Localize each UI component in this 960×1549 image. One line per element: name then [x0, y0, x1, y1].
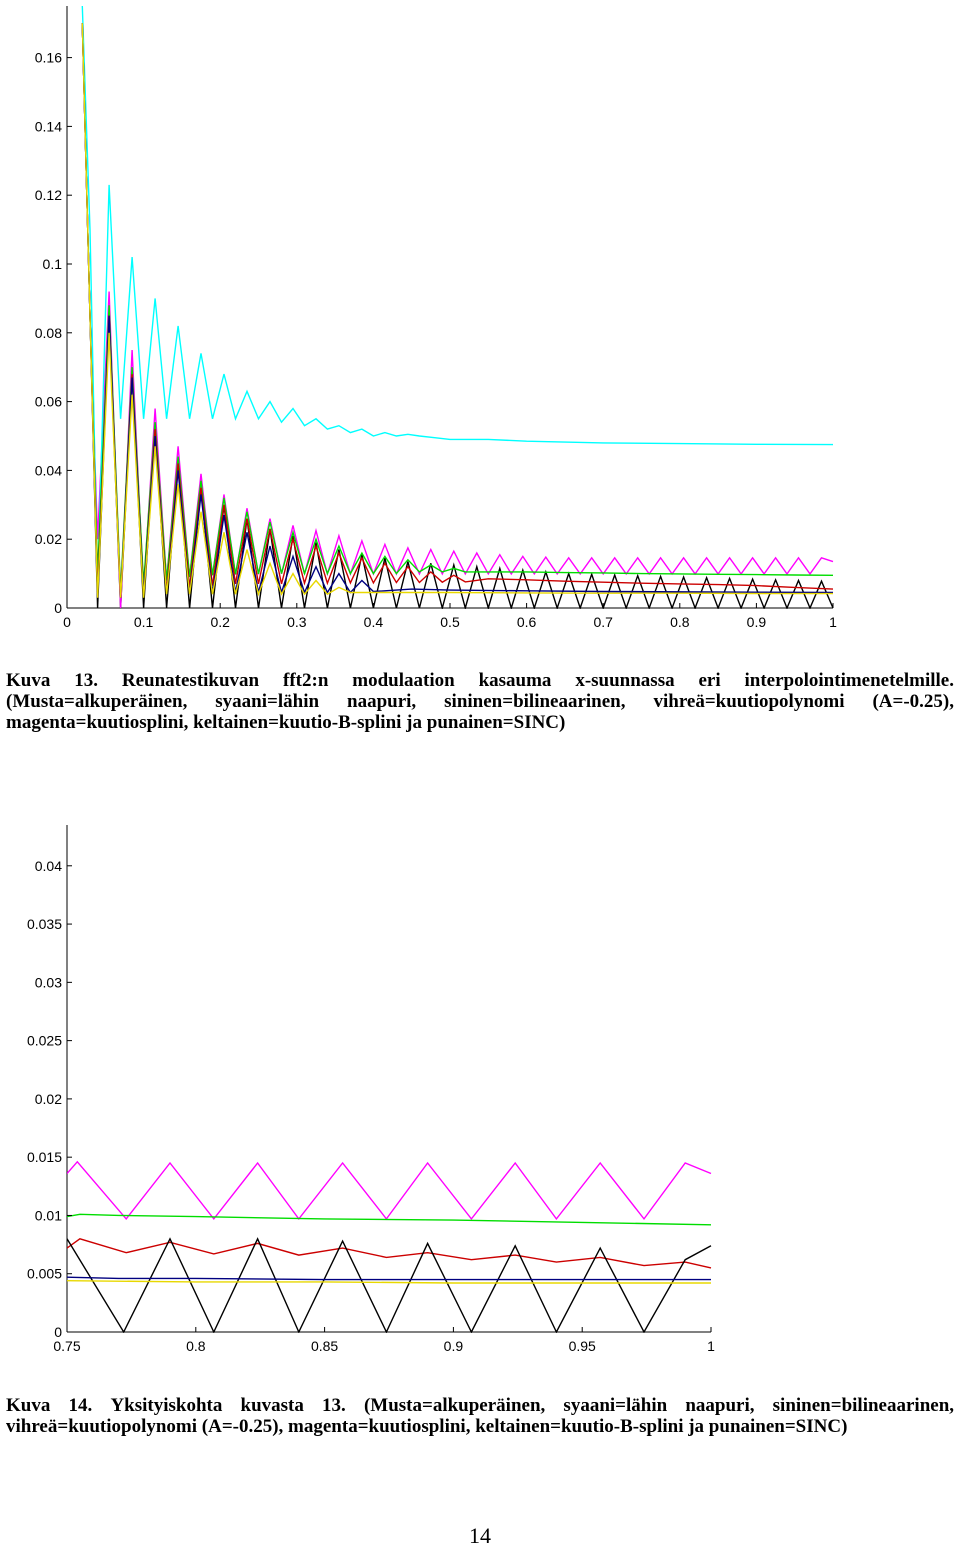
series-line-4	[81, 23, 834, 598]
plot-area	[67, 1160, 712, 1333]
x-tick-label: 0.4	[364, 614, 384, 630]
y-tick-label: 0.035	[27, 916, 62, 932]
y-tick-label: 0.1	[43, 256, 63, 272]
series-line-5	[81, 23, 834, 598]
y-tick-label: 0.025	[27, 1033, 62, 1049]
figure-caption-13: Kuva 13. Reunatestikuvan fft2:n modulaat…	[6, 670, 954, 733]
figure-caption-14: Kuva 14. Yksityiskohta kuvasta 13. (Must…	[6, 1395, 954, 1437]
x-tick-label: 0	[63, 614, 71, 630]
x-tick-label: 0.85	[311, 1338, 338, 1354]
y-tick-label: 0.12	[35, 187, 62, 203]
y-tick-label: 0.03	[35, 974, 62, 990]
caption-label: Kuva 14.	[6, 1395, 93, 1416]
x-tick-label: 0.8	[670, 614, 690, 630]
x-tick-label: 0.5	[440, 614, 460, 630]
chart-fft-modulation: 0 0.1 0.2 0.3 0.4 0.5 0.6 0.7 0.8 0.9 1 0 0.02 0.04 0.…	[35, 5, 837, 630]
plot-area	[81, 5, 834, 609]
y-tick-label: 0.02	[35, 1091, 62, 1107]
series-line-2	[81, 5, 834, 591]
x-tick-label: 1	[707, 1338, 715, 1354]
y-tick-label: 0.04	[35, 858, 62, 874]
series-line-6	[81, 23, 833, 598]
y-tick-label: 0	[54, 600, 62, 616]
x-tick-label: 1	[829, 614, 837, 630]
y-tick-label: 0.04	[35, 462, 62, 478]
series-line-1	[67, 1213, 712, 1226]
x-tick-label: 0.7	[593, 614, 613, 630]
y-tick-label: 0.14	[35, 118, 62, 134]
series-line-3	[81, 23, 834, 591]
y-tick-label: 0.08	[35, 325, 62, 341]
x-tick-label: 0.95	[569, 1338, 596, 1354]
caption-text: Reunatestikuvan fft2:n modulaation kasau…	[6, 670, 954, 733]
x-tick-label: 0.2	[210, 614, 230, 630]
x-tick-label: 0.6	[517, 614, 537, 630]
x-tick-label: 0.8	[186, 1338, 206, 1354]
caption-text: Yksityiskohta kuvasta 13. (Musta=alkuper…	[6, 1395, 955, 1437]
series-line-0	[67, 1160, 712, 1221]
caption-label: Kuva 13.	[6, 670, 98, 691]
y-tick-label: 0.015	[27, 1149, 62, 1165]
x-tick-label: 0.9	[444, 1338, 464, 1354]
y-tick-label: 0	[54, 1324, 62, 1340]
x-tick-label: 0.3	[287, 614, 307, 630]
series-line-2	[67, 1238, 712, 1269]
series-line-0	[81, 23, 834, 609]
page-number: 14	[469, 1523, 491, 1548]
series-line-3	[67, 1237, 712, 1333]
x-tick-label: 0.1	[134, 614, 154, 630]
series-line-1	[81, 23, 834, 609]
y-tick-label: 0.16	[35, 50, 62, 66]
x-tick-label: 0.75	[53, 1338, 80, 1354]
chart-detail: 0.75 0.8 0.85 0.9 0.95 1 0 0.005 0.01 0.015 0.02 0.…	[27, 825, 715, 1354]
y-tick-label: 0.005	[27, 1266, 62, 1282]
y-tick-label: 0.02	[35, 531, 62, 547]
y-tick-label: 0.06	[35, 394, 62, 410]
series-line-4	[67, 1276, 711, 1281]
x-tick-label: 0.9	[747, 614, 767, 630]
series-line-5	[67, 1280, 711, 1284]
y-tick-label: 0.01	[35, 1207, 62, 1223]
